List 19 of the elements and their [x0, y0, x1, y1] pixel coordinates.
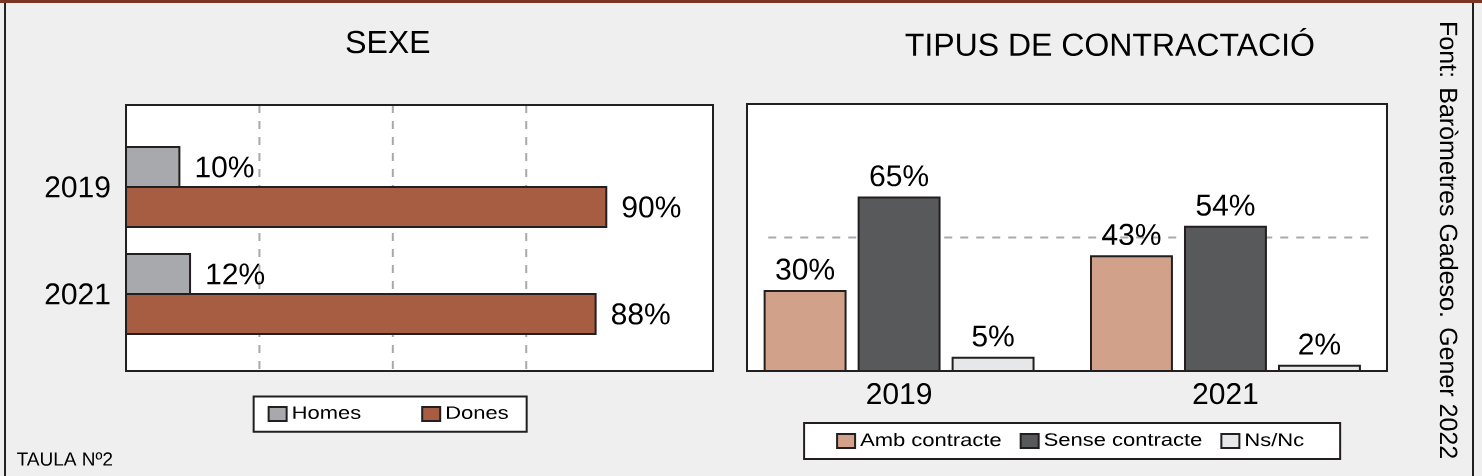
data-label: 2% — [1299, 333, 1341, 355]
chart-title: TIPUS DE CONTRACTACIÓ — [905, 27, 1314, 57]
text: Font: Baròmetres Gadeso. Gener 2022 — [1439, 23, 1459, 458]
data-label: 43% — [1102, 223, 1161, 246]
data-label: 88% — [612, 303, 670, 325]
legend-label: Ns/Nc — [1246, 432, 1304, 447]
data-label: 65% — [870, 165, 929, 187]
legend-label: Sense contracte — [1044, 433, 1202, 446]
data-label: 10% — [196, 156, 254, 178]
chart-title: SEXE — [346, 30, 430, 54]
legend-label: Amb contracte — [860, 432, 1001, 447]
text: TAULA Nº2 — [17, 452, 113, 466]
legend-label: Dones — [446, 406, 508, 419]
data-label: 12% — [207, 263, 265, 285]
data-label: 5% — [972, 325, 1014, 347]
data-label: 30% — [776, 258, 835, 280]
data-label: 54% — [1196, 194, 1255, 216]
data-label: 90% — [622, 196, 681, 218]
legend-label: Homes — [293, 406, 361, 419]
